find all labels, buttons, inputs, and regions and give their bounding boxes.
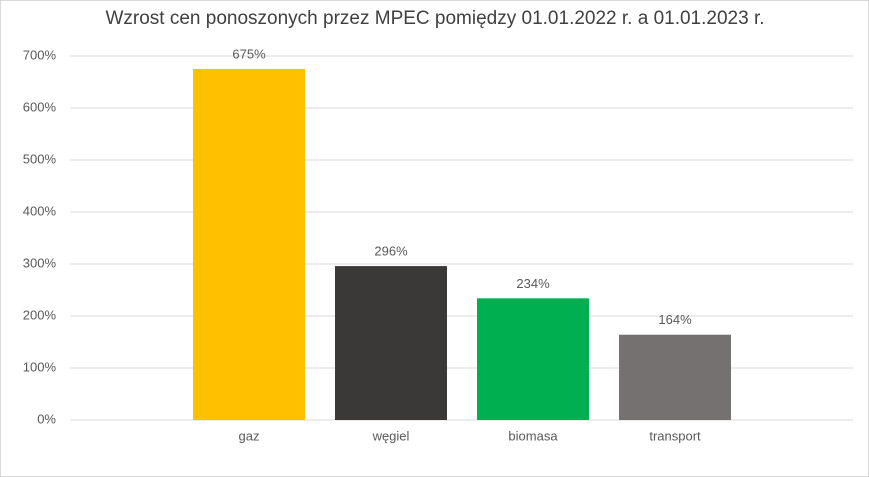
y-tick-label: 600% (23, 99, 57, 114)
y-tick-label: 0% (37, 411, 56, 426)
data-label: 164% (658, 312, 692, 327)
y-tick-label: 200% (23, 307, 57, 322)
bar (335, 266, 447, 420)
data-label: 234% (516, 276, 550, 291)
y-tick-label: 700% (23, 47, 57, 62)
bar (619, 334, 731, 420)
x-tick-label: transport (649, 428, 701, 443)
x-tick-label: biomasa (508, 428, 558, 443)
data-label: 296% (374, 244, 408, 259)
y-tick-label: 100% (23, 359, 57, 374)
data-label: 675% (232, 46, 266, 61)
x-tick-label: gaz (239, 428, 260, 443)
y-tick-label: 400% (23, 203, 57, 218)
x-tick-label: węgiel (372, 428, 410, 443)
chart-title: Wzrost cen ponoszonych przez MPEC pomięd… (105, 8, 764, 29)
y-tick-label: 500% (23, 151, 57, 166)
y-tick-label: 300% (23, 255, 57, 270)
bar (193, 69, 305, 420)
bar (477, 298, 589, 420)
